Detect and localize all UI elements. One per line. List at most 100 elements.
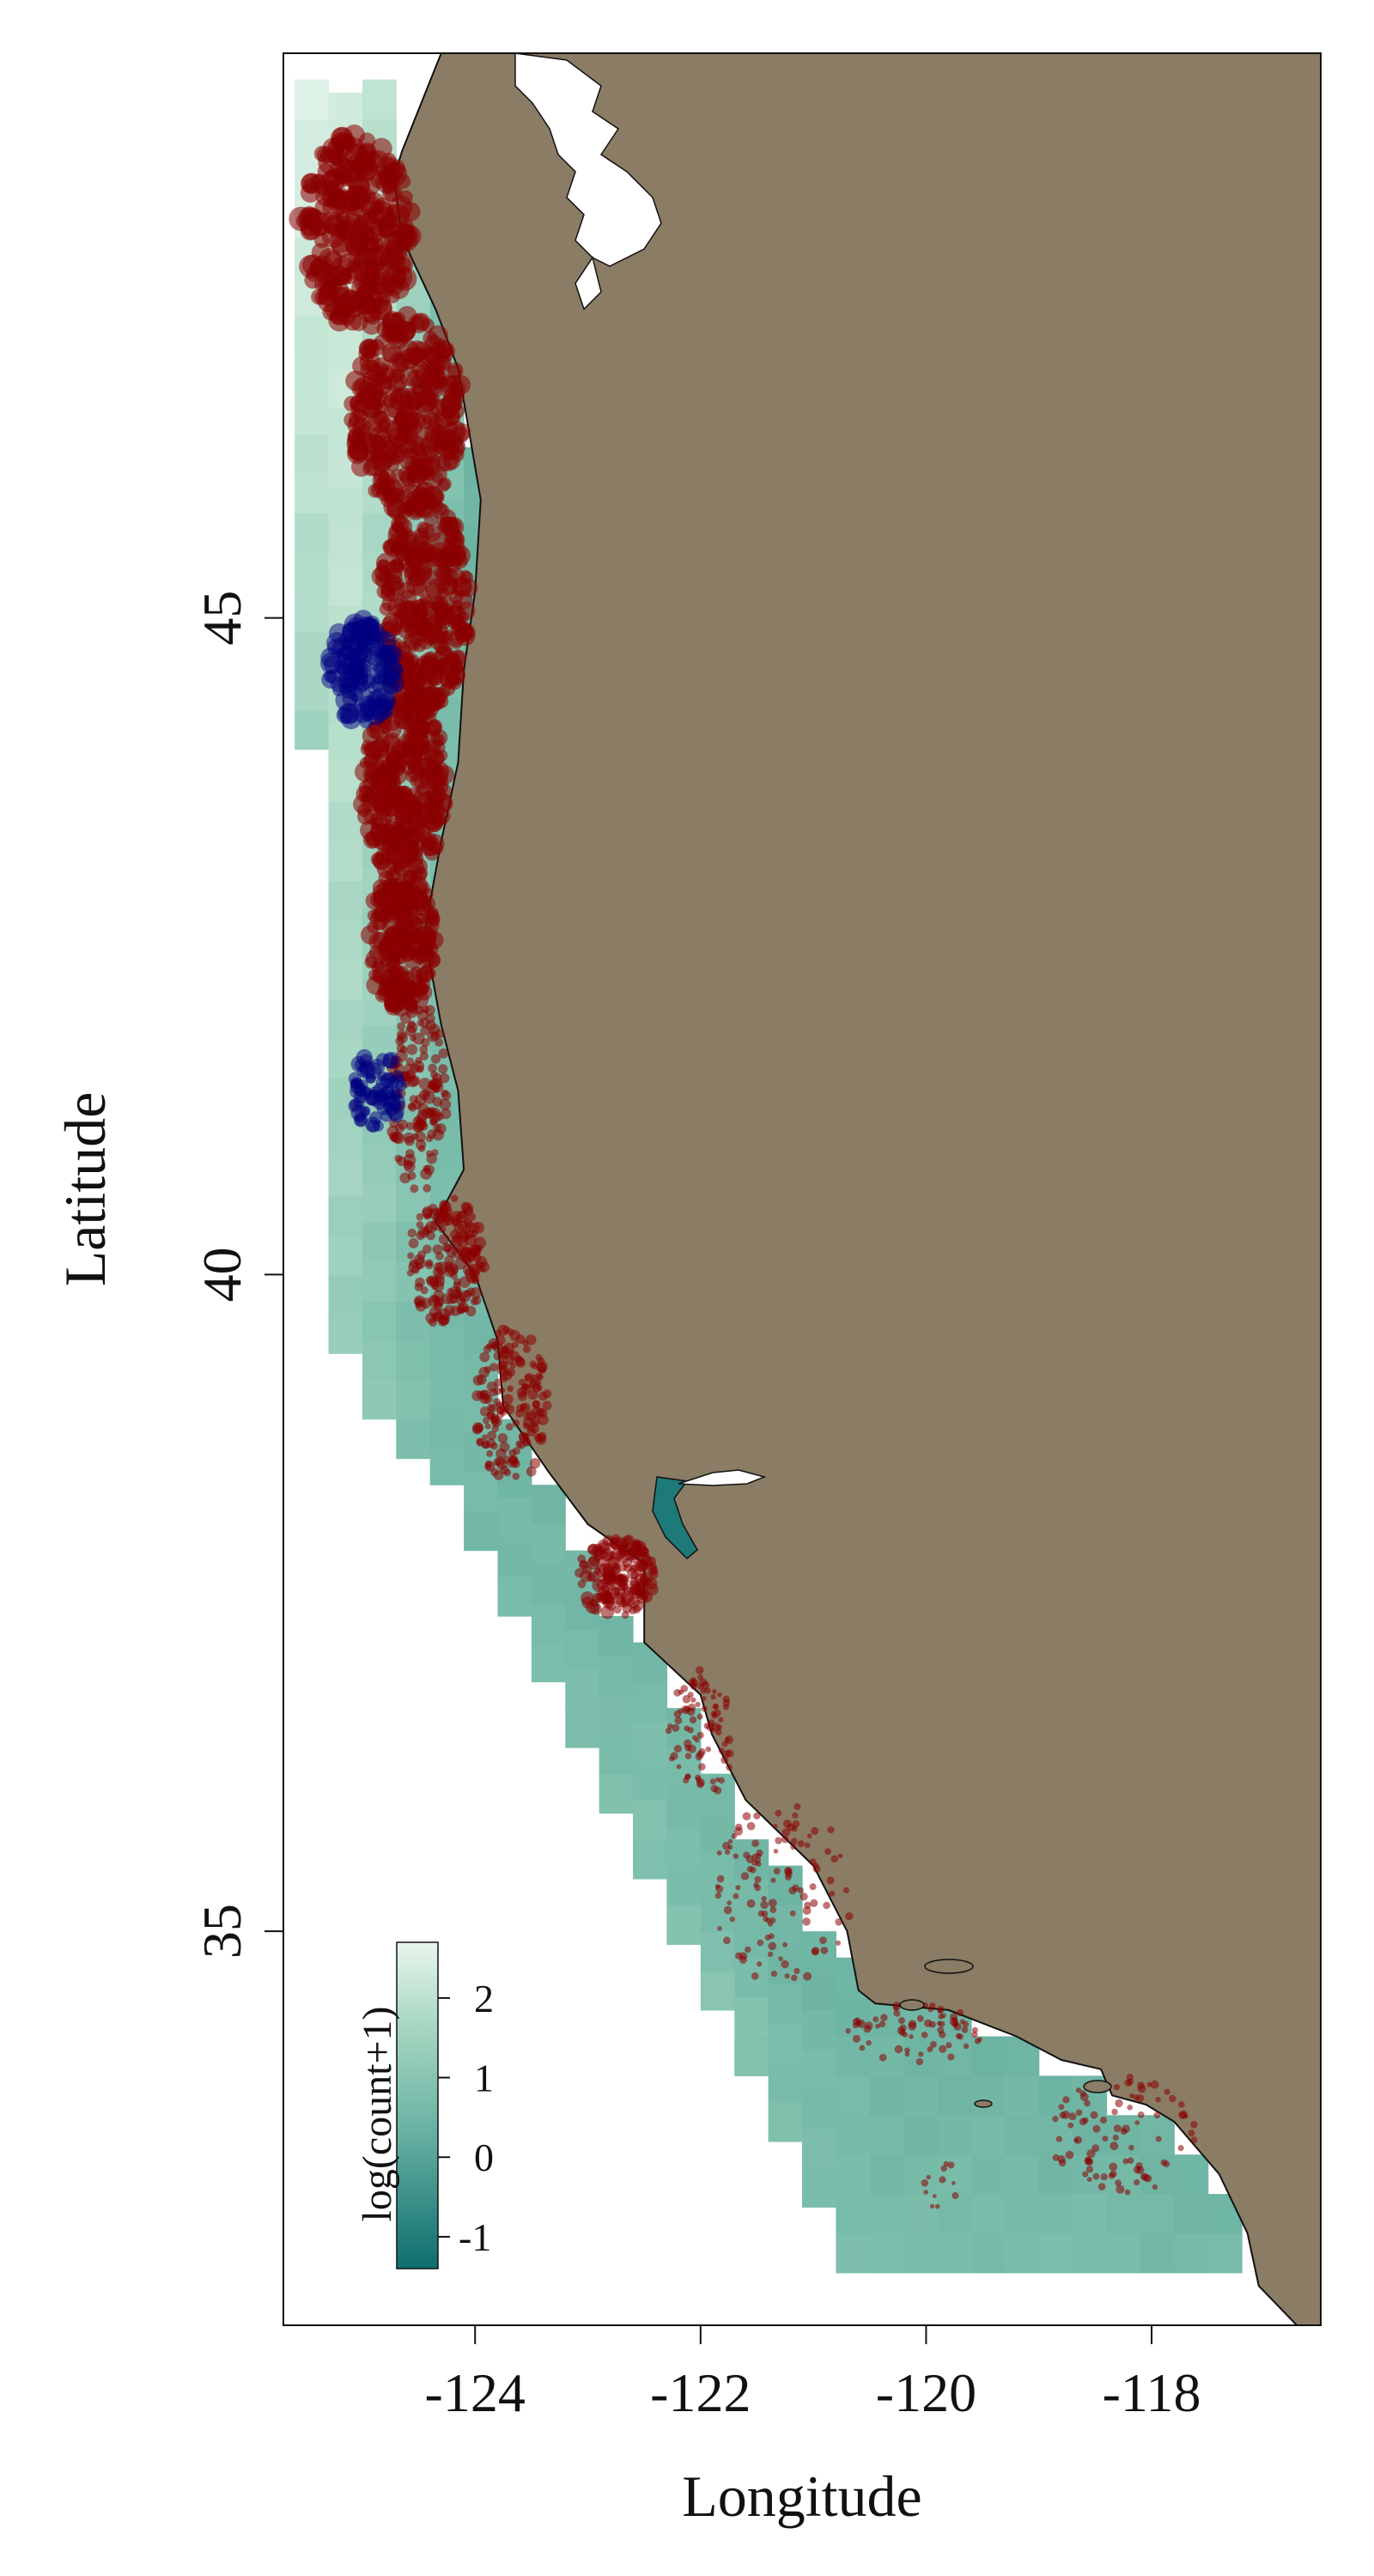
heatmap-cell — [429, 1327, 465, 1368]
red-observation-point — [575, 1568, 584, 1578]
red-observation-point — [710, 1694, 716, 1700]
red-observation-point — [419, 771, 437, 790]
red-observation-point — [929, 2203, 935, 2209]
red-observation-point — [523, 1345, 532, 1353]
red-observation-point — [806, 1833, 812, 1838]
heatmap-cell — [497, 1577, 532, 1617]
color-legend: 2 1 0 -1 log(count+1) — [355, 1941, 494, 2269]
red-observation-point — [819, 1936, 827, 1945]
red-observation-point — [866, 2039, 872, 2046]
red-observation-point — [460, 1201, 471, 1212]
red-observation-point — [690, 1697, 696, 1703]
blue-observation-point — [365, 617, 380, 633]
red-observation-point — [384, 574, 403, 592]
red-observation-point — [1108, 2172, 1116, 2179]
heatmap-cell — [1005, 2233, 1040, 2274]
y-axis-title: Latitude — [52, 1092, 118, 1287]
red-observation-point — [423, 1212, 431, 1220]
red-observation-point — [437, 574, 459, 596]
red-observation-point — [723, 1936, 731, 1945]
heatmap-cell — [1038, 2075, 1073, 2116]
red-observation-point — [631, 1589, 642, 1599]
red-observation-point — [781, 1835, 789, 1844]
red-observation-point — [346, 442, 368, 465]
red-observation-point — [434, 1208, 447, 1221]
red-observation-point — [420, 1025, 430, 1036]
red-observation-point — [457, 1306, 465, 1315]
red-observation-point — [404, 667, 417, 681]
red-observation-point — [696, 1778, 705, 1787]
red-observation-point — [512, 1419, 520, 1427]
red-observation-point — [527, 1389, 538, 1400]
heatmap-cell — [362, 1301, 397, 1341]
red-observation-point — [793, 1967, 800, 1974]
red-observation-point — [412, 1060, 425, 1072]
red-observation-point — [632, 1541, 642, 1552]
red-observation-point — [587, 1557, 599, 1570]
red-observation-point — [331, 131, 351, 151]
red-observation-point — [921, 2032, 928, 2038]
red-observation-point — [420, 344, 436, 361]
heatmap-cell — [1005, 2154, 1040, 2195]
red-observation-point — [1112, 2134, 1119, 2142]
red-observation-point — [515, 1358, 526, 1368]
red-observation-point — [409, 612, 429, 633]
red-observation-point — [432, 793, 453, 814]
heatmap-cell — [464, 1471, 499, 1512]
red-observation-point — [703, 1722, 710, 1729]
red-observation-point — [412, 1032, 425, 1045]
heatmap-cell — [836, 2233, 871, 2274]
legend-tick-label: 0 — [474, 2136, 494, 2179]
blue-observation-point — [353, 672, 373, 691]
red-observation-point — [428, 1317, 438, 1327]
red-observation-point — [331, 255, 354, 277]
red-observation-point — [490, 1342, 499, 1351]
red-observation-point — [1122, 2124, 1130, 2134]
red-observation-point — [432, 1279, 445, 1292]
red-observation-point — [971, 2031, 978, 2038]
heatmap-cell — [1140, 2233, 1175, 2274]
heatmap-cell — [836, 2036, 871, 2076]
red-observation-point — [431, 1149, 439, 1157]
red-observation-point — [433, 1311, 444, 1321]
heatmap-cell — [836, 2194, 871, 2234]
red-observation-point — [782, 1941, 788, 1947]
red-observation-point — [611, 1547, 626, 1561]
red-observation-point — [711, 1712, 718, 1719]
red-observation-point — [435, 1252, 444, 1261]
red-observation-point — [773, 1849, 779, 1854]
red-observation-point — [505, 1423, 514, 1431]
red-observation-point — [415, 1300, 427, 1312]
red-observation-point — [476, 1244, 483, 1252]
red-observation-point — [438, 1233, 450, 1245]
red-observation-point — [388, 352, 409, 373]
red-observation-point — [330, 310, 345, 325]
heatmap-cell — [633, 1839, 668, 1880]
red-observation-point — [845, 1912, 854, 1921]
red-observation-point — [470, 1297, 478, 1306]
heatmap-cell — [666, 1786, 702, 1827]
red-observation-point — [409, 1095, 418, 1104]
red-observation-point — [835, 1918, 842, 1926]
red-observation-point — [694, 1737, 700, 1743]
red-observation-point — [372, 969, 387, 983]
red-observation-point — [1128, 2144, 1134, 2151]
red-observation-point — [915, 2058, 923, 2066]
red-observation-point — [447, 630, 465, 647]
red-observation-point — [757, 1939, 764, 1947]
red-observation-point — [542, 1400, 552, 1411]
red-observation-point — [697, 1674, 703, 1680]
red-observation-point — [387, 972, 404, 988]
heatmap-cell — [970, 2233, 1006, 2274]
heatmap-cell — [328, 959, 363, 999]
red-observation-point — [790, 1838, 798, 1845]
red-observation-point — [1091, 2144, 1100, 2153]
red-observation-point — [932, 2194, 937, 2199]
heatmap-cell — [937, 2233, 972, 2274]
red-observation-point — [614, 1574, 626, 1586]
heatmap-cell — [429, 1445, 465, 1485]
red-observation-point — [908, 2021, 917, 2031]
red-observation-point — [536, 1384, 543, 1391]
